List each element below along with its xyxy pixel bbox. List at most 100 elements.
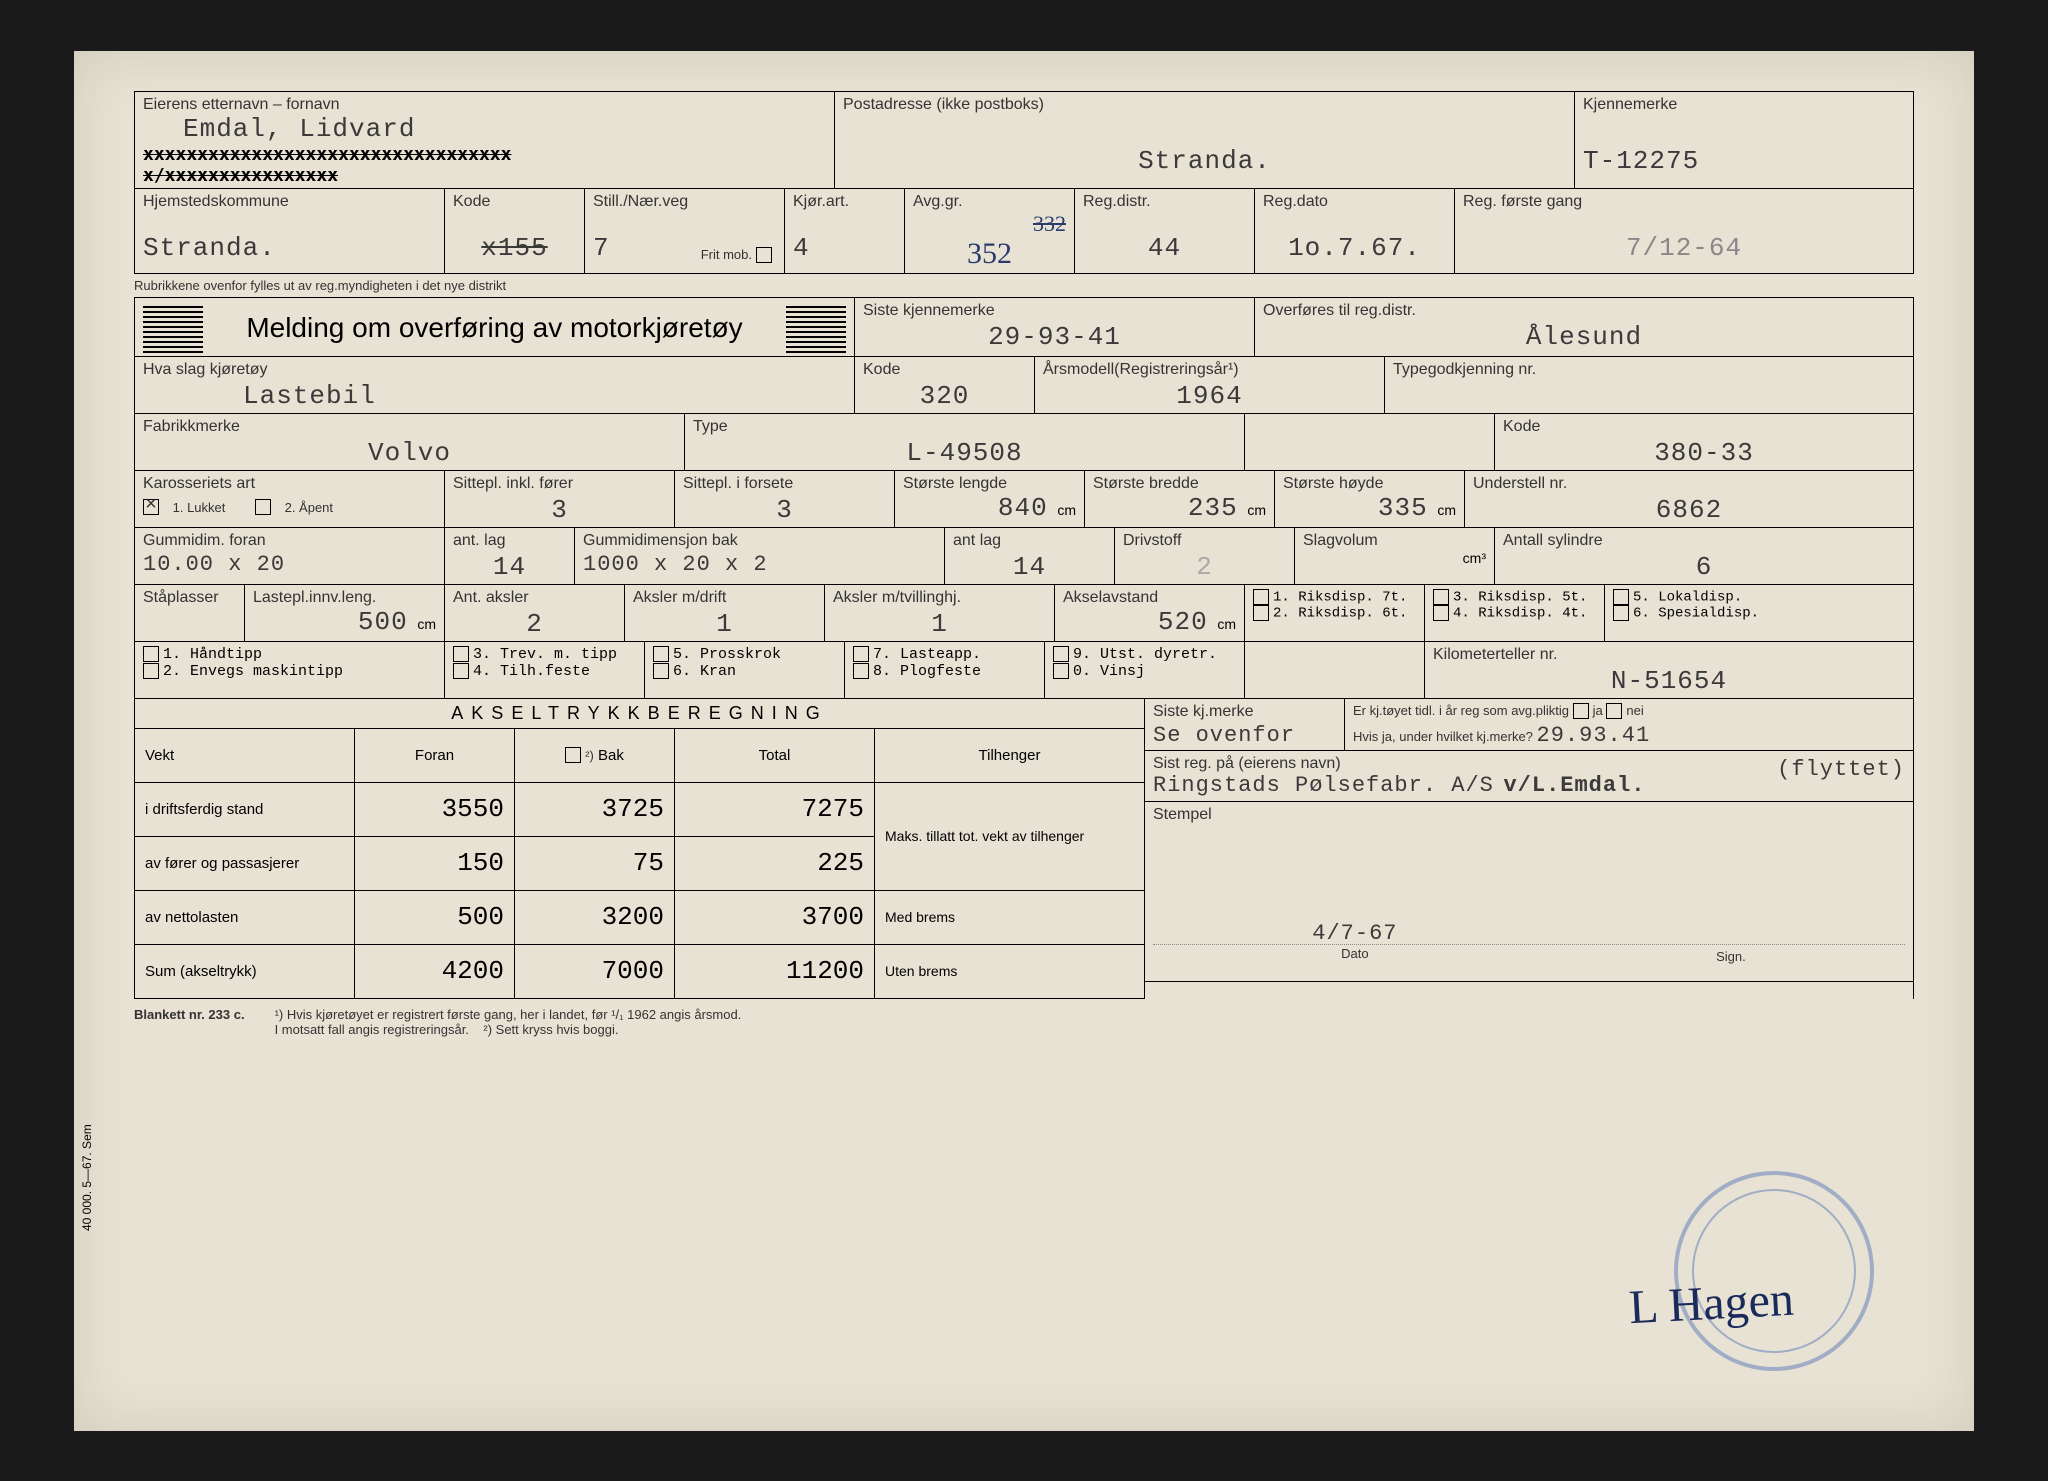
- hvis-value: 29.93.41: [1537, 721, 1651, 748]
- e0: 0. Vinsj: [1073, 663, 1145, 680]
- municipality-value: Stranda.: [143, 231, 436, 263]
- official-stamp-icon: [1658, 1155, 1890, 1387]
- rubrik-note: Rubrikkene ovenfor fylles ut av reg.mynd…: [134, 274, 1914, 297]
- siste-value: 29-93-41: [863, 320, 1246, 352]
- mark-label: Kjennemerke: [1583, 96, 1905, 114]
- post-value: Stranda.: [843, 144, 1566, 176]
- sylindre-value: 6: [1503, 550, 1905, 582]
- r4-label: Sum (akseltrykk): [135, 945, 354, 999]
- kode2-value: 380-33: [1503, 436, 1905, 468]
- dato-value: 4/7-67: [1312, 919, 1397, 946]
- slag-label: Hva slag kjøretøy: [143, 361, 846, 379]
- kjorart-label: Kjør.art.: [793, 193, 896, 211]
- sylindre-label: Antall sylindre: [1503, 532, 1905, 550]
- r4-bak: 7000: [515, 945, 674, 999]
- mark-value: T-12275: [1583, 144, 1905, 176]
- r2-foran: 150: [355, 837, 514, 891]
- drivstoff-label: Drivstoff: [1123, 532, 1286, 550]
- drivstoff-value: 2: [1123, 550, 1286, 582]
- regdato-label: Reg.dato: [1263, 193, 1446, 211]
- mdrift-value: 1: [633, 607, 816, 639]
- r2-total: 225: [675, 837, 874, 891]
- km-label: Kilometerteller nr.: [1433, 646, 1905, 664]
- avggr-label: Avg.gr.: [913, 193, 1066, 211]
- sittepl-forsete-label: Sittepl. i forsete: [683, 475, 886, 493]
- antlag2-label: ant lag: [953, 532, 1106, 550]
- blankett: Blankett nr. 233 c.: [134, 1007, 245, 1037]
- kode-value: x155: [453, 231, 576, 263]
- e2: 2. Envegs maskintipp: [163, 663, 343, 680]
- foran-label: Gummidim. foran: [143, 532, 436, 550]
- bredde-label: Største bredde: [1093, 475, 1266, 493]
- form-title: Melding om overføring av motorkjøretøy: [218, 302, 771, 354]
- r3-total: 3700: [675, 891, 874, 945]
- staplasser-label: Ståplasser: [143, 589, 236, 607]
- arsmodell-label: Årsmodell(Registreringsår¹): [1043, 361, 1376, 379]
- vkode-value: 320: [863, 379, 1026, 411]
- avggr-value: 352: [913, 237, 1066, 271]
- still-label: Still./Nær.veg: [593, 193, 776, 211]
- slagvolum-label: Slagvolum: [1303, 532, 1486, 550]
- e9: 9. Utst. dyretr.: [1073, 646, 1217, 663]
- avggr-old: 332: [913, 211, 1066, 237]
- utenbrems: Uten brems: [875, 945, 1144, 999]
- bredde-value: 235: [1188, 491, 1238, 523]
- lastepl-value: 500: [358, 605, 408, 637]
- sittepl-value: 3: [453, 493, 666, 525]
- r3-bak: 3200: [515, 891, 674, 945]
- mdrift-label: Aksler m/drift: [633, 589, 816, 607]
- r4-foran: 4200: [355, 945, 514, 999]
- redacted-line-1: xxxxxxxxxxxxxxxxxxxxxxxxxxxxxxxxxx: [143, 144, 826, 165]
- flyttet: (flyttet): [1777, 755, 1905, 782]
- post-label: Postadresse (ikke postboks): [843, 96, 1566, 114]
- r3-foran: 500: [355, 891, 514, 945]
- antaksler-value: 2: [453, 607, 616, 639]
- note2: ²) Sett kryss hvis boggi.: [483, 1022, 618, 1037]
- lukket-checkbox: [143, 499, 159, 515]
- e4: 4. Tilh.feste: [473, 663, 590, 680]
- disp2: 2. Riksdisp. 6t.: [1273, 606, 1407, 622]
- vkode-label: Kode: [863, 361, 1026, 379]
- owner-label: Eierens etternavn – fornavn: [143, 96, 826, 114]
- e7: 7. Lasteapp.: [873, 646, 981, 663]
- kode-label: Kode: [453, 193, 576, 211]
- print-batch: 40 000. 5—67. Sem: [80, 1124, 94, 1231]
- lengde-value: 840: [998, 491, 1048, 523]
- erkj-label: Er kj.tøyet tidl. i år reg som avg.plikt…: [1353, 703, 1569, 718]
- avstand-value: 520: [1158, 605, 1208, 637]
- e3: 3. Trev. m. tipp: [473, 646, 617, 663]
- r2-label: av fører og passasjerer: [135, 837, 354, 891]
- kode2-label: Kode: [1503, 418, 1905, 436]
- slag-value: Lastebil: [243, 379, 846, 411]
- disp4: 4. Riksdisp. 4t.: [1453, 606, 1587, 622]
- r1-bak: 3725: [515, 783, 674, 837]
- owner-name: Emdal, Lidvard: [183, 112, 415, 144]
- r1-label: i driftsferdig stand: [135, 783, 354, 837]
- redacted-line-2: x/xxxxxxxxxxxxxxxx: [143, 165, 826, 186]
- disp1: 1. Riksdisp. 7t.: [1273, 589, 1407, 605]
- antlag-value: 14: [453, 550, 566, 582]
- antlag-label: ant. lag: [453, 532, 566, 550]
- type-value: L-49508: [693, 436, 1236, 468]
- siste-kj-label: Siste kj.merke: [1153, 703, 1336, 721]
- e6: 6. Kran: [673, 663, 736, 680]
- km-value: N-51654: [1433, 664, 1905, 696]
- disp3: 3. Riksdisp. 5t.: [1453, 589, 1587, 605]
- sign-label: Sign.: [1716, 949, 1746, 964]
- understell-label: Understell nr.: [1473, 475, 1905, 493]
- tvilling-value: 1: [833, 607, 1046, 639]
- bak-value: 1000 x 20 x 2: [583, 550, 936, 577]
- sistreg-value: Ringstads Pølsefabr. A/S: [1153, 771, 1494, 798]
- e5: 5. Prosskrok: [673, 646, 781, 663]
- still-value: 7: [593, 231, 610, 263]
- regforste-value: 7/12-64: [1463, 231, 1905, 263]
- frit-label: Frit mob.: [701, 247, 752, 262]
- maks-label: Maks. tillatt tot. vekt av tilhenger: [875, 783, 1144, 891]
- avstand-label: Akselavstand: [1063, 589, 1236, 607]
- sittepl-forsete-value: 3: [683, 493, 886, 525]
- bak-header: Bak: [598, 747, 624, 764]
- municipality-label: Hjemstedskommune: [143, 193, 436, 211]
- frit-checkbox: [756, 247, 772, 263]
- registration-form: 40 000. 5—67. Sem Eierens etternavn – fo…: [74, 51, 1974, 1431]
- apent-checkbox: [255, 499, 271, 515]
